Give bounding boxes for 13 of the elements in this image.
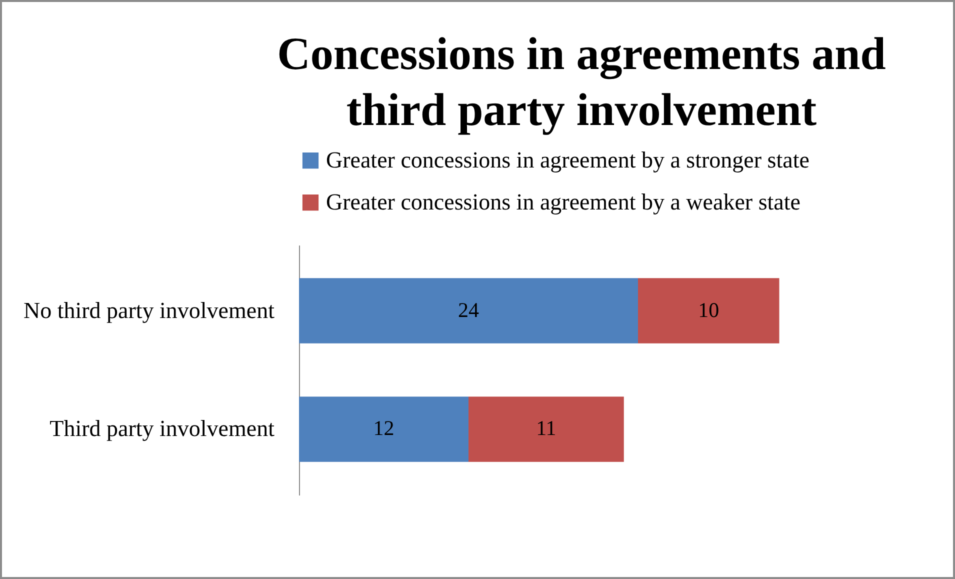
data-label: 24 (458, 298, 480, 322)
y-tick-label: No third party involvement (23, 298, 276, 323)
legend-label: Greater concessions in agreement by a weaker state (326, 190, 800, 214)
bar (638, 278, 780, 344)
chart-title: Concessions in agreements and third party involvement (277, 28, 886, 135)
data-label: 12 (373, 416, 394, 440)
data-label: 11 (536, 416, 556, 440)
y-tick-label: Third party involvement (50, 416, 276, 442)
bar (299, 396, 468, 462)
bar (468, 396, 624, 462)
bar (299, 278, 638, 344)
legend-label: Greater concessions in agreement by a stronger state (326, 148, 810, 172)
data-label: 10 (698, 298, 720, 322)
